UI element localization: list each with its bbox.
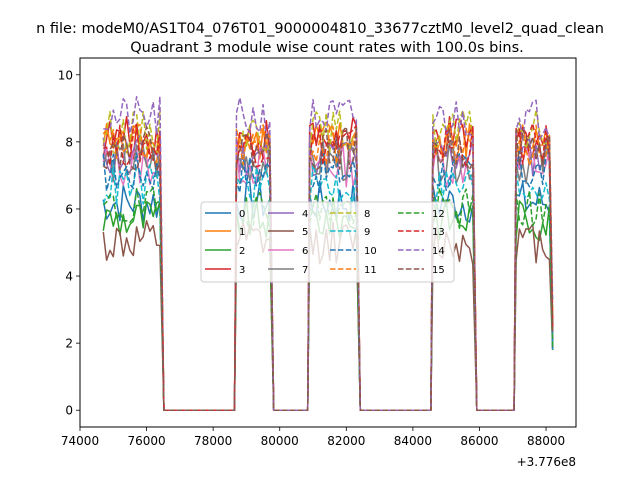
y-tick-label: 6: [65, 202, 73, 216]
x-axis-offset-label: +3.776e8: [517, 455, 576, 469]
x-tick-label: 76000: [127, 434, 165, 448]
x-tick-label: 82000: [327, 434, 365, 448]
legend-label-12: 12: [432, 209, 445, 220]
chart-title: Quadrant 3 module wise count rates with …: [130, 40, 524, 56]
legend-label-5: 5: [302, 227, 308, 238]
y-tick-label: 0: [65, 404, 73, 418]
legend-label-2: 2: [239, 246, 245, 257]
legend-label-1: 1: [239, 227, 245, 238]
legend-label-7: 7: [302, 265, 308, 276]
legend-label-8: 8: [364, 209, 370, 220]
legend-label-4: 4: [302, 209, 308, 220]
legend-label-14: 14: [432, 246, 445, 257]
legend-label-3: 3: [239, 265, 245, 276]
x-tick-label: 78000: [194, 434, 232, 448]
x-tick-label: 88000: [527, 434, 565, 448]
y-tick-label: 8: [65, 135, 73, 149]
y-axis: 0 2 4 6 8 10: [58, 68, 80, 418]
legend-label-6: 6: [302, 246, 308, 257]
legend-label-15: 15: [432, 265, 445, 276]
y-tick-label: 4: [65, 270, 73, 284]
figure-suptitle: n file: modeM0/AS1T04_076T01_9000004810_…: [36, 21, 604, 37]
legend-box: [200, 201, 455, 283]
legend-label-11: 11: [364, 265, 377, 276]
x-tick-label: 84000: [394, 434, 432, 448]
legend-label-10: 10: [364, 246, 377, 257]
legend-label-9: 9: [364, 227, 370, 238]
y-tick-label: 10: [58, 68, 73, 82]
legend-label-0: 0: [239, 209, 245, 220]
x-axis: 74000 76000 78000 80000 82000 84000 86000 88000: [61, 427, 565, 448]
series-line-15: [102, 126, 554, 411]
x-tick-label: 74000: [61, 434, 99, 448]
y-tick-label: 2: [65, 337, 73, 351]
x-tick-label: 86000: [460, 434, 498, 448]
plot-area-frame: [79, 57, 577, 428]
legend-label-13: 13: [432, 227, 445, 238]
x-tick-label: 80000: [261, 434, 299, 448]
